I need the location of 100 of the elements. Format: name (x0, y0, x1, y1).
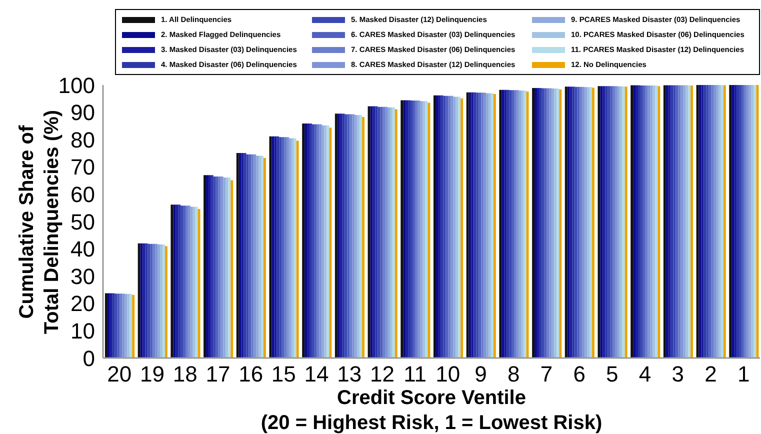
bar (638, 85, 640, 358)
bar (612, 86, 615, 358)
bar (127, 294, 130, 358)
bar (422, 101, 426, 358)
y-axis-title: Cumulative Share of Total Delinquencies (%) (16, 109, 63, 334)
bar (400, 100, 404, 358)
bar (352, 114, 355, 358)
bar (617, 86, 620, 358)
bar (678, 85, 681, 358)
bar (105, 293, 108, 358)
bar (718, 85, 721, 358)
bar (554, 88, 557, 358)
y-tick-label: 100 (58, 72, 95, 98)
bar (549, 88, 552, 358)
bar (716, 85, 718, 358)
bar (622, 86, 625, 358)
bar (590, 87, 592, 358)
bar (322, 125, 324, 358)
bar (468, 92, 472, 358)
bar (112, 293, 115, 358)
bar (666, 85, 668, 358)
bar (362, 116, 365, 358)
bar (478, 92, 482, 358)
x-tick-label: 6 (573, 362, 586, 387)
bar (256, 156, 259, 358)
bar (683, 85, 686, 358)
bar (509, 90, 512, 358)
bar (110, 293, 112, 358)
bar (284, 137, 286, 358)
y-tick-label: 50 (70, 209, 95, 234)
bar (474, 92, 476, 358)
bar (521, 90, 524, 358)
bar (145, 243, 148, 358)
bar (418, 100, 420, 358)
bar (176, 204, 178, 358)
bar (690, 86, 694, 358)
bar (309, 123, 312, 358)
bar (670, 85, 674, 358)
bar (319, 124, 322, 358)
y-tick-label: 10 (70, 318, 95, 344)
bar (180, 206, 184, 358)
bar (390, 107, 392, 358)
bar (476, 92, 479, 358)
x-tick-label: 5 (606, 362, 618, 387)
bar (648, 86, 650, 358)
bar (114, 294, 118, 358)
x-tick-label: 3 (672, 362, 684, 387)
bar (408, 100, 411, 358)
bar (254, 154, 256, 358)
bar (741, 85, 744, 358)
bar (640, 86, 643, 358)
bar (624, 86, 628, 358)
x-tick-label: 9 (474, 362, 487, 387)
bar (185, 206, 188, 358)
bar (614, 86, 618, 358)
bar (746, 85, 749, 358)
bar (155, 244, 158, 358)
bar (466, 92, 469, 358)
bar (210, 175, 214, 358)
bar (536, 88, 540, 358)
bar (739, 85, 742, 358)
x-tick-label: 4 (638, 362, 652, 387)
bar (198, 208, 200, 358)
bar (107, 293, 110, 358)
bar (514, 90, 516, 358)
bar (592, 88, 594, 358)
x-tick-label: 12 (370, 362, 394, 387)
bar (420, 101, 423, 358)
x-axis-title: Credit Score Ventile (20 = Highest Risk, 1 = Lowest Risk) (260, 387, 602, 434)
bar (502, 90, 504, 358)
bar (372, 106, 376, 358)
y-tick-label: 70 (70, 154, 95, 180)
bar (440, 95, 444, 358)
bar (236, 152, 239, 358)
bar (326, 125, 330, 358)
bar (584, 87, 588, 358)
bar (655, 86, 658, 358)
x-tick-label: 20 (107, 362, 132, 387)
bar (504, 90, 507, 358)
bar (316, 124, 320, 358)
x-tick-label: 14 (304, 362, 329, 387)
bar (342, 114, 345, 358)
bar (680, 85, 684, 358)
bar (288, 138, 292, 358)
bar (394, 109, 398, 358)
bar (701, 85, 704, 358)
bar (264, 158, 266, 358)
bar (488, 93, 491, 358)
bar (368, 106, 370, 358)
bar (208, 175, 211, 358)
bar (294, 138, 296, 358)
bar (357, 115, 360, 358)
bar (173, 204, 176, 358)
bar (272, 136, 274, 358)
bar (282, 137, 284, 358)
bar (572, 86, 575, 358)
bar (375, 106, 378, 358)
bar (580, 86, 582, 358)
bar (518, 90, 522, 358)
bar (512, 90, 514, 358)
